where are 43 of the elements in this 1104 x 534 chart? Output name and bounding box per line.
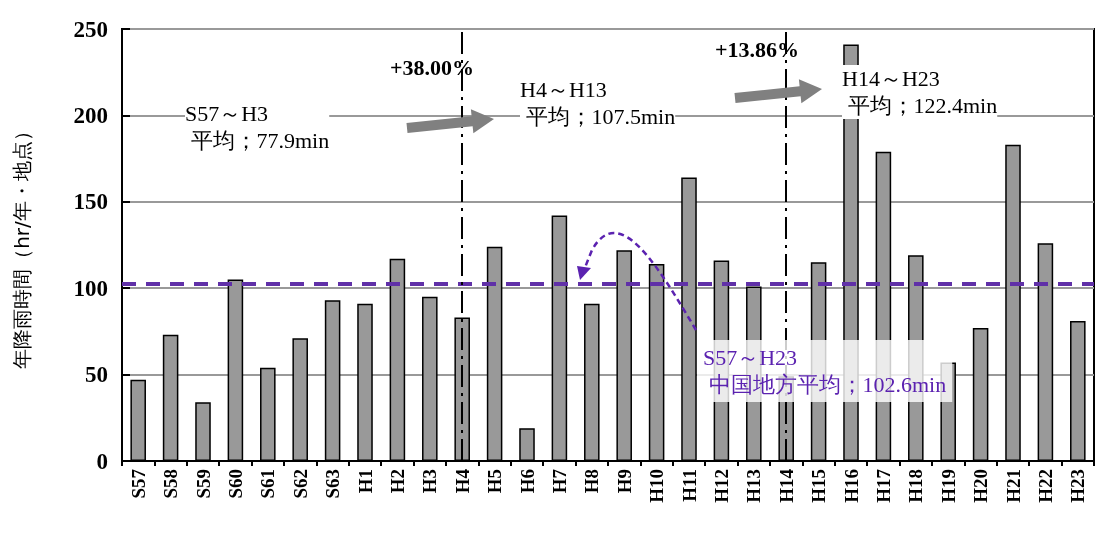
x-tick-label: S60 (224, 469, 246, 499)
x-tick-label: H19 (937, 469, 959, 503)
y-axis-title: 年降雨時間（hr/年・地点） (10, 121, 34, 369)
x-tick-label: H20 (970, 469, 992, 503)
annotation: +38.00% (390, 55, 475, 80)
x-tick-label: S62 (289, 469, 311, 499)
annotation: H14～H23 平均；122.4min (842, 66, 998, 118)
x-tick-label: H15 (808, 469, 830, 503)
x-tick-label: S61 (257, 469, 279, 499)
x-tick-label: H5 (484, 469, 506, 494)
annotation: H4～H13 平均；107.5min (520, 77, 676, 129)
x-tick-label: H18 (905, 469, 927, 503)
x-tick-label: H14 (775, 468, 797, 503)
annotation: S57～H23 中国地方平均；102.6min (703, 345, 947, 397)
y-tick-label: 250 (73, 16, 108, 42)
annotation: +13.86% (715, 37, 800, 62)
annotation: S57～H3 平均；77.9min (185, 101, 330, 153)
y-tick-label: 0 (96, 448, 108, 474)
x-tick-label: H10 (646, 469, 668, 503)
x-tick-label: H21 (1002, 469, 1024, 503)
x-tick-label: S58 (160, 469, 182, 499)
y-tick-label: 100 (73, 275, 108, 301)
x-tick-label: S63 (322, 469, 344, 499)
x-tick-label: H11 (678, 469, 700, 502)
x-tick-label: H8 (581, 469, 603, 494)
x-tick-label: H9 (613, 469, 635, 494)
x-tick-label: S57 (127, 468, 149, 499)
x-tick-label: H23 (1067, 469, 1089, 503)
x-tick-label: H16 (840, 469, 862, 503)
x-tick-label: H22 (1034, 469, 1056, 503)
x-tick-label: H13 (743, 469, 765, 503)
x-tick-label: H3 (419, 469, 441, 494)
x-tick-label: H4 (451, 468, 473, 494)
x-tick-label: H12 (710, 469, 732, 503)
x-tick-label: H17 (872, 468, 894, 503)
x-tick-label: H6 (516, 469, 538, 494)
y-tick-label: 50 (85, 362, 108, 388)
y-tick-label: 150 (73, 189, 108, 215)
y-tick-label: 200 (73, 102, 108, 128)
x-tick-label: H7 (548, 468, 570, 494)
x-tick-label: H2 (386, 469, 408, 494)
x-tick-label: S59 (192, 469, 214, 499)
x-tick-label: H1 (354, 469, 376, 494)
